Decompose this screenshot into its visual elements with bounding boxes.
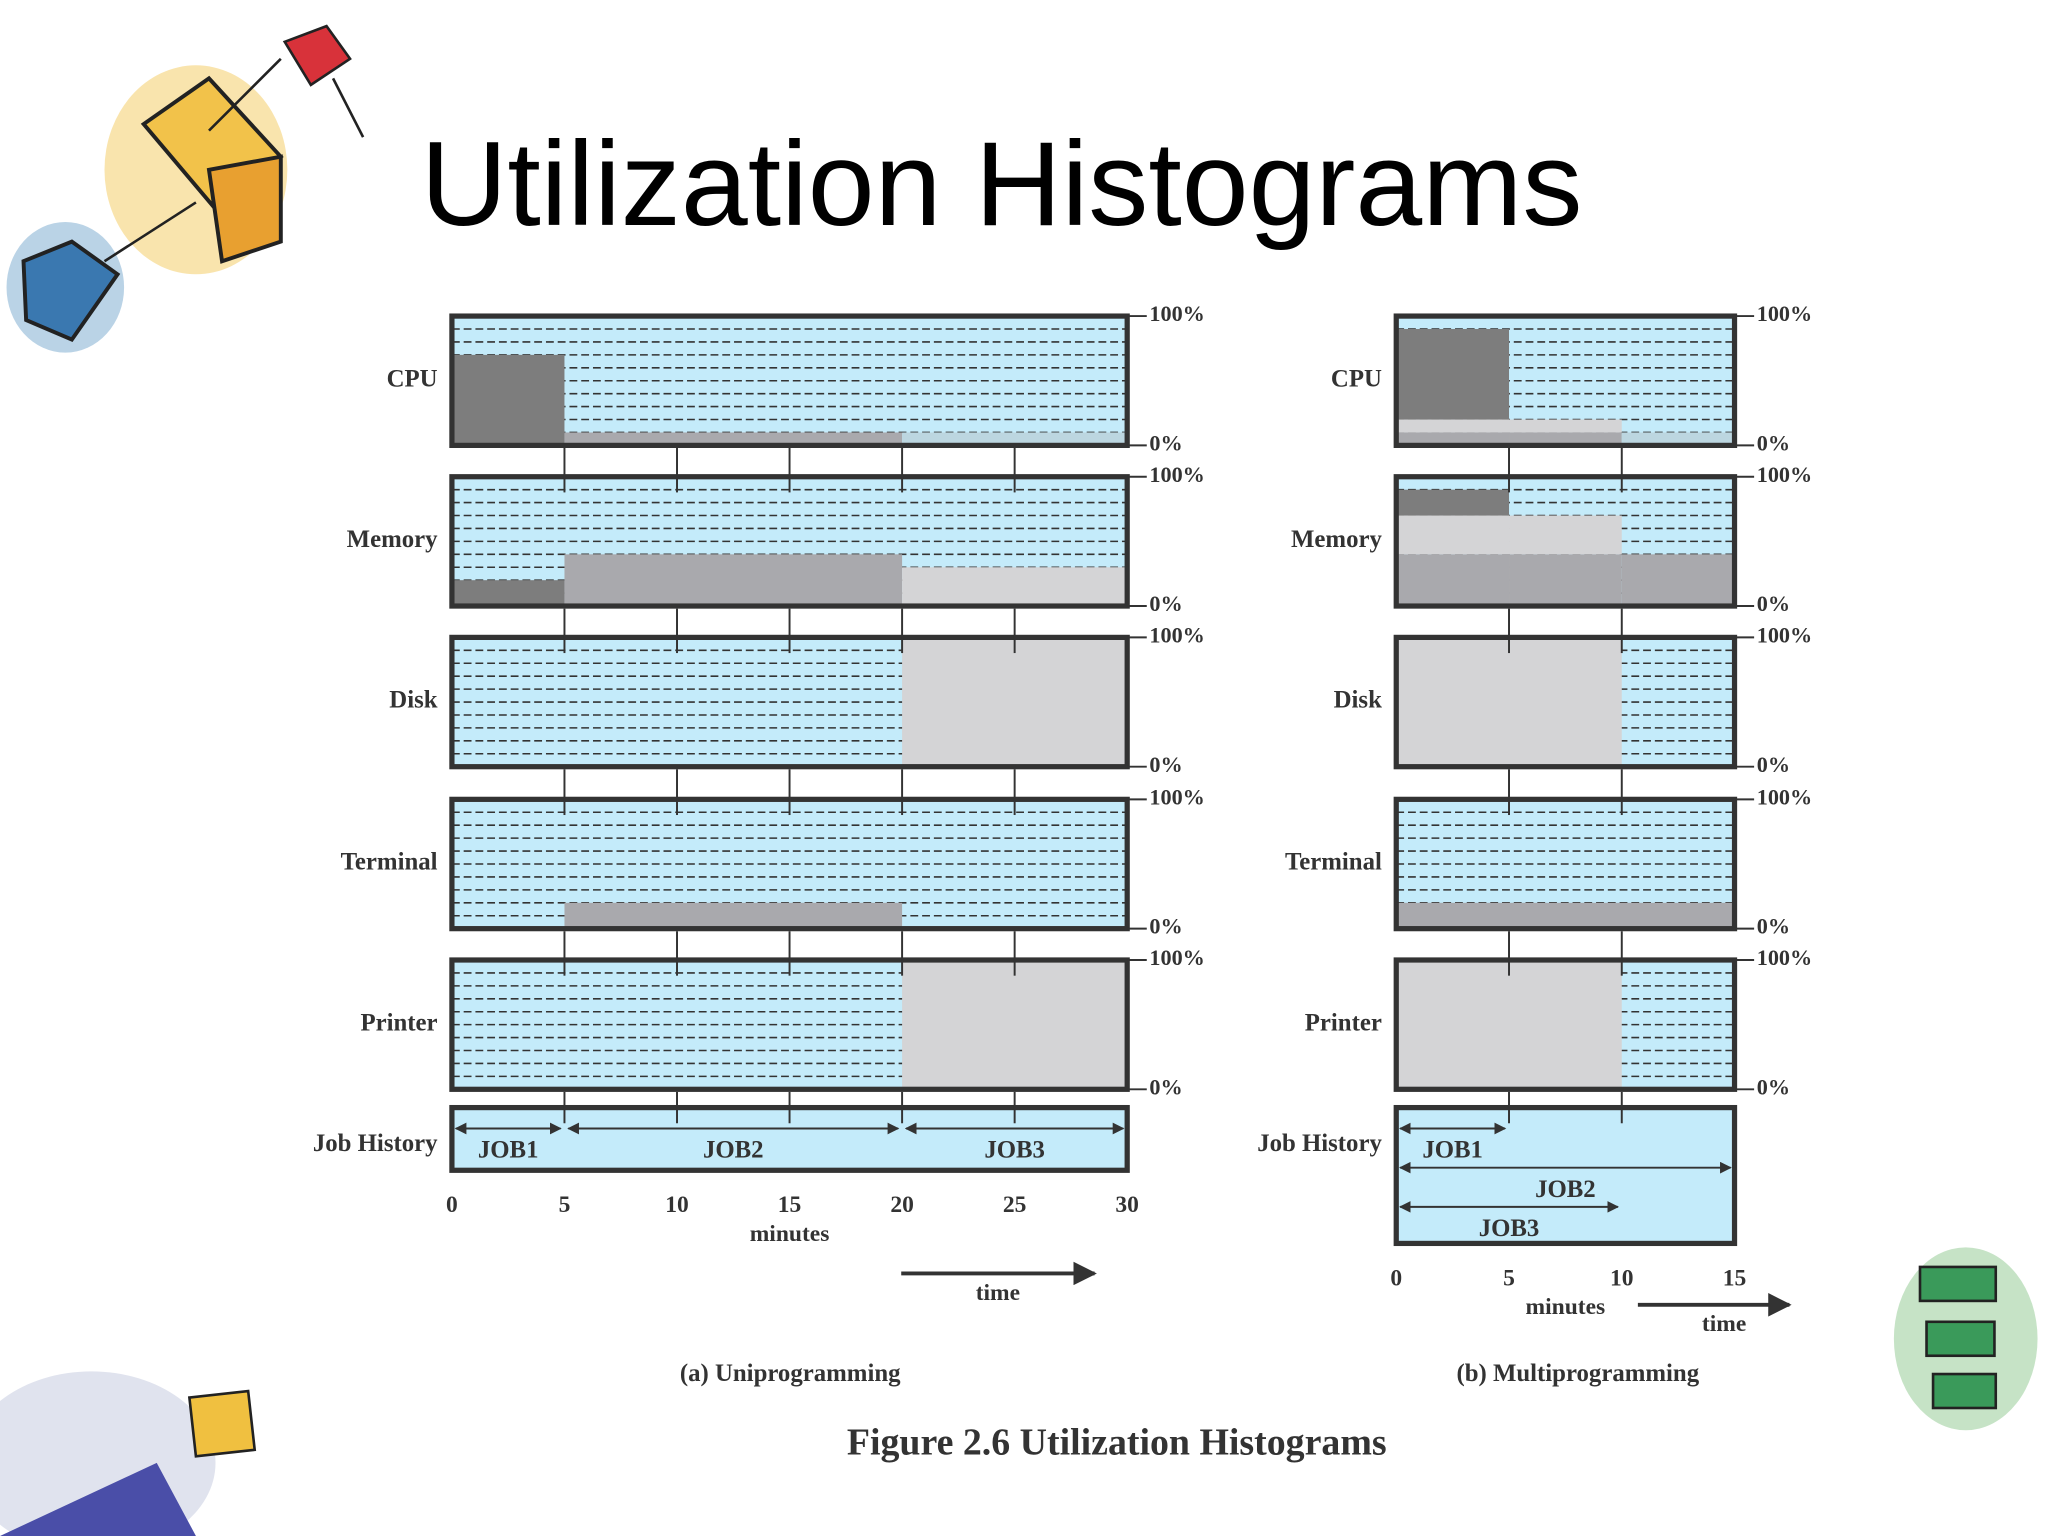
utilization-bar (1396, 489, 1510, 516)
scale-label: 100% (1757, 622, 1812, 647)
scale-label: 100% (1149, 301, 1204, 326)
utilization-bar (902, 567, 1128, 607)
x-tick-label: 0 (1390, 1265, 1402, 1291)
resource-label: Terminal (341, 849, 438, 876)
scale-label: 100% (1149, 945, 1204, 970)
utilization-bar (1396, 960, 1622, 1090)
utilization-bar (451, 354, 565, 446)
resource-label: Memory (1291, 526, 1382, 553)
time-label: time (1702, 1311, 1746, 1337)
scale-label: 0% (1757, 591, 1790, 616)
resource-label: Disk (389, 687, 437, 714)
scale-label: 0% (1757, 430, 1790, 455)
job-label: JOB3 (984, 1137, 1045, 1164)
x-tick-label: 20 (890, 1192, 914, 1218)
scale-label: 100% (1757, 301, 1812, 326)
x-tick-label: 25 (1003, 1192, 1027, 1218)
x-tick-label: 15 (778, 1192, 802, 1218)
utilization-bar (451, 580, 565, 607)
panel-frame (1393, 957, 1738, 1092)
utilization-bar (564, 432, 903, 446)
scale-label: 100% (1149, 622, 1204, 647)
resource-label: Memory (347, 526, 438, 553)
panel-frame (1393, 474, 1738, 609)
x-tick-label: 15 (1723, 1265, 1747, 1291)
x-tick-label: 30 (1115, 1192, 1139, 1218)
job-label: JOB3 (1479, 1215, 1540, 1242)
utilization-bar (1396, 432, 1510, 446)
job-history-label: Job History (313, 1130, 438, 1157)
x-axis-label: minutes (1526, 1294, 1606, 1320)
utilization-bar (564, 554, 903, 607)
time-label: time (976, 1280, 1020, 1306)
scale-label: 0% (1757, 1074, 1790, 1099)
scale-label: 100% (1757, 462, 1812, 487)
utilization-bar (1509, 419, 1622, 433)
utilization-bar (1509, 554, 1622, 607)
x-tick-label: 10 (665, 1192, 689, 1218)
scale-label: 0% (1757, 752, 1790, 777)
utilization-bar (1509, 432, 1622, 446)
figure-caption: Figure 2.6 Utilization Histograms (847, 1422, 1387, 1464)
x-tick-label: 10 (1610, 1265, 1634, 1291)
utilization-bar (1396, 419, 1510, 433)
panel-frame (1393, 634, 1738, 770)
job-history-label: Job History (1257, 1130, 1382, 1157)
x-tick-label: 5 (559, 1192, 571, 1218)
resource-label: Printer (360, 1009, 437, 1036)
panel-subtitle: (a) Uniprogramming (680, 1360, 901, 1387)
utilization-bar (1509, 515, 1622, 555)
decoration (0, 24, 2038, 1536)
job-label: JOB1 (478, 1137, 539, 1164)
job-label: JOB2 (703, 1137, 764, 1164)
panel-frame (449, 313, 1130, 448)
resource-label: Printer (1305, 1009, 1382, 1036)
scale-label: 100% (1149, 462, 1204, 487)
scale-label: 100% (1757, 945, 1812, 970)
x-axis-label: minutes (750, 1221, 830, 1247)
resource-label: CPU (1331, 365, 1382, 392)
panel-frame (1393, 313, 1738, 448)
resource-label: Terminal (1285, 849, 1382, 876)
x-tick-label: 5 (1503, 1265, 1515, 1291)
job-label: JOB1 (1422, 1137, 1483, 1164)
utilization-bar (1396, 902, 1735, 929)
resource-label: CPU (387, 365, 438, 392)
panel-subtitle: (b) Multiprogramming (1456, 1360, 1699, 1387)
utilization-bar (1396, 554, 1510, 607)
utilization-bar (1621, 554, 1735, 607)
scale-label: 0% (1149, 1074, 1182, 1099)
panel-frame (1393, 796, 1738, 932)
scale-label: 100% (1149, 784, 1204, 809)
resource-label: Disk (1334, 687, 1382, 714)
scale-label: 0% (1757, 914, 1790, 939)
scale-label: 100% (1757, 784, 1812, 809)
scale-label: 0% (1149, 752, 1182, 777)
slide-title: Utilization Histograms (421, 117, 1583, 251)
utilization-bar (902, 637, 1128, 767)
scale-label: 0% (1149, 914, 1182, 939)
job-label: JOB2 (1535, 1176, 1596, 1203)
utilization-bar (1396, 515, 1510, 555)
utilization-bar (564, 902, 903, 929)
scale-label: 0% (1149, 430, 1182, 455)
utilization-bar (1396, 329, 1510, 420)
utilization-bar (902, 432, 1128, 446)
x-tick-label: 0 (446, 1192, 458, 1218)
utilization-bar (1396, 637, 1622, 767)
scale-label: 0% (1149, 591, 1182, 616)
utilization-bar (902, 960, 1128, 1090)
utilization-bar (1621, 432, 1735, 446)
